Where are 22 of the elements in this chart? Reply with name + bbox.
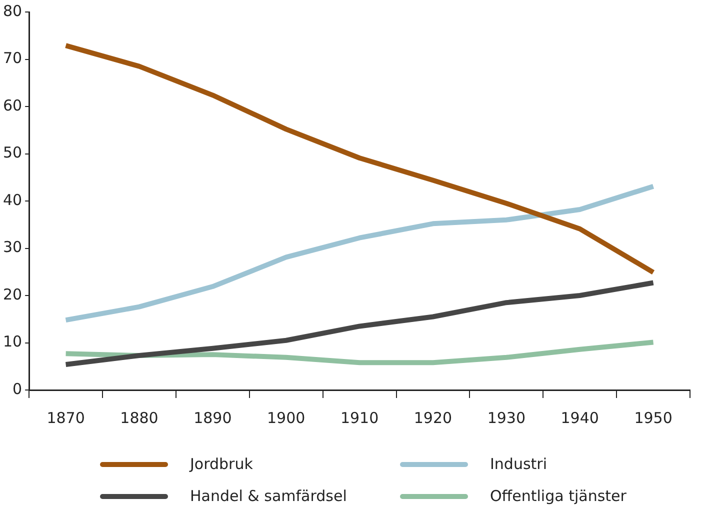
x-tick-label: 1870	[46, 408, 85, 427]
x-tick-label: 1940	[560, 408, 599, 427]
legend-label: Jordbruk	[190, 455, 253, 473]
x-tick-label: 1920	[414, 408, 452, 427]
x-tick-label: 1930	[487, 408, 526, 427]
legend-label: Handel & samfärdsel	[190, 487, 347, 505]
y-tick-label: 70	[2, 49, 22, 68]
x-tick-label: 1900	[267, 408, 306, 427]
y-tick-label: 50	[2, 144, 22, 162]
y-tick-label: 40	[2, 190, 22, 209]
legend-label: Offentliga tjänster	[490, 487, 626, 505]
x-tick-label: 1880	[120, 408, 158, 427]
y-tick-label: 60	[2, 96, 22, 114]
y-tick-label: 10	[2, 332, 22, 351]
x-tick-label: 1890	[194, 408, 232, 427]
y-tick-label: 0	[12, 380, 22, 398]
x-tick-label: 1950	[634, 408, 672, 427]
y-tick-label: 20	[2, 285, 22, 304]
legend-label: Industri	[490, 455, 547, 473]
y-tick-label: 30	[2, 238, 22, 256]
y-tick-label: 80	[2, 2, 22, 20]
x-tick-label: 1910	[340, 408, 379, 427]
